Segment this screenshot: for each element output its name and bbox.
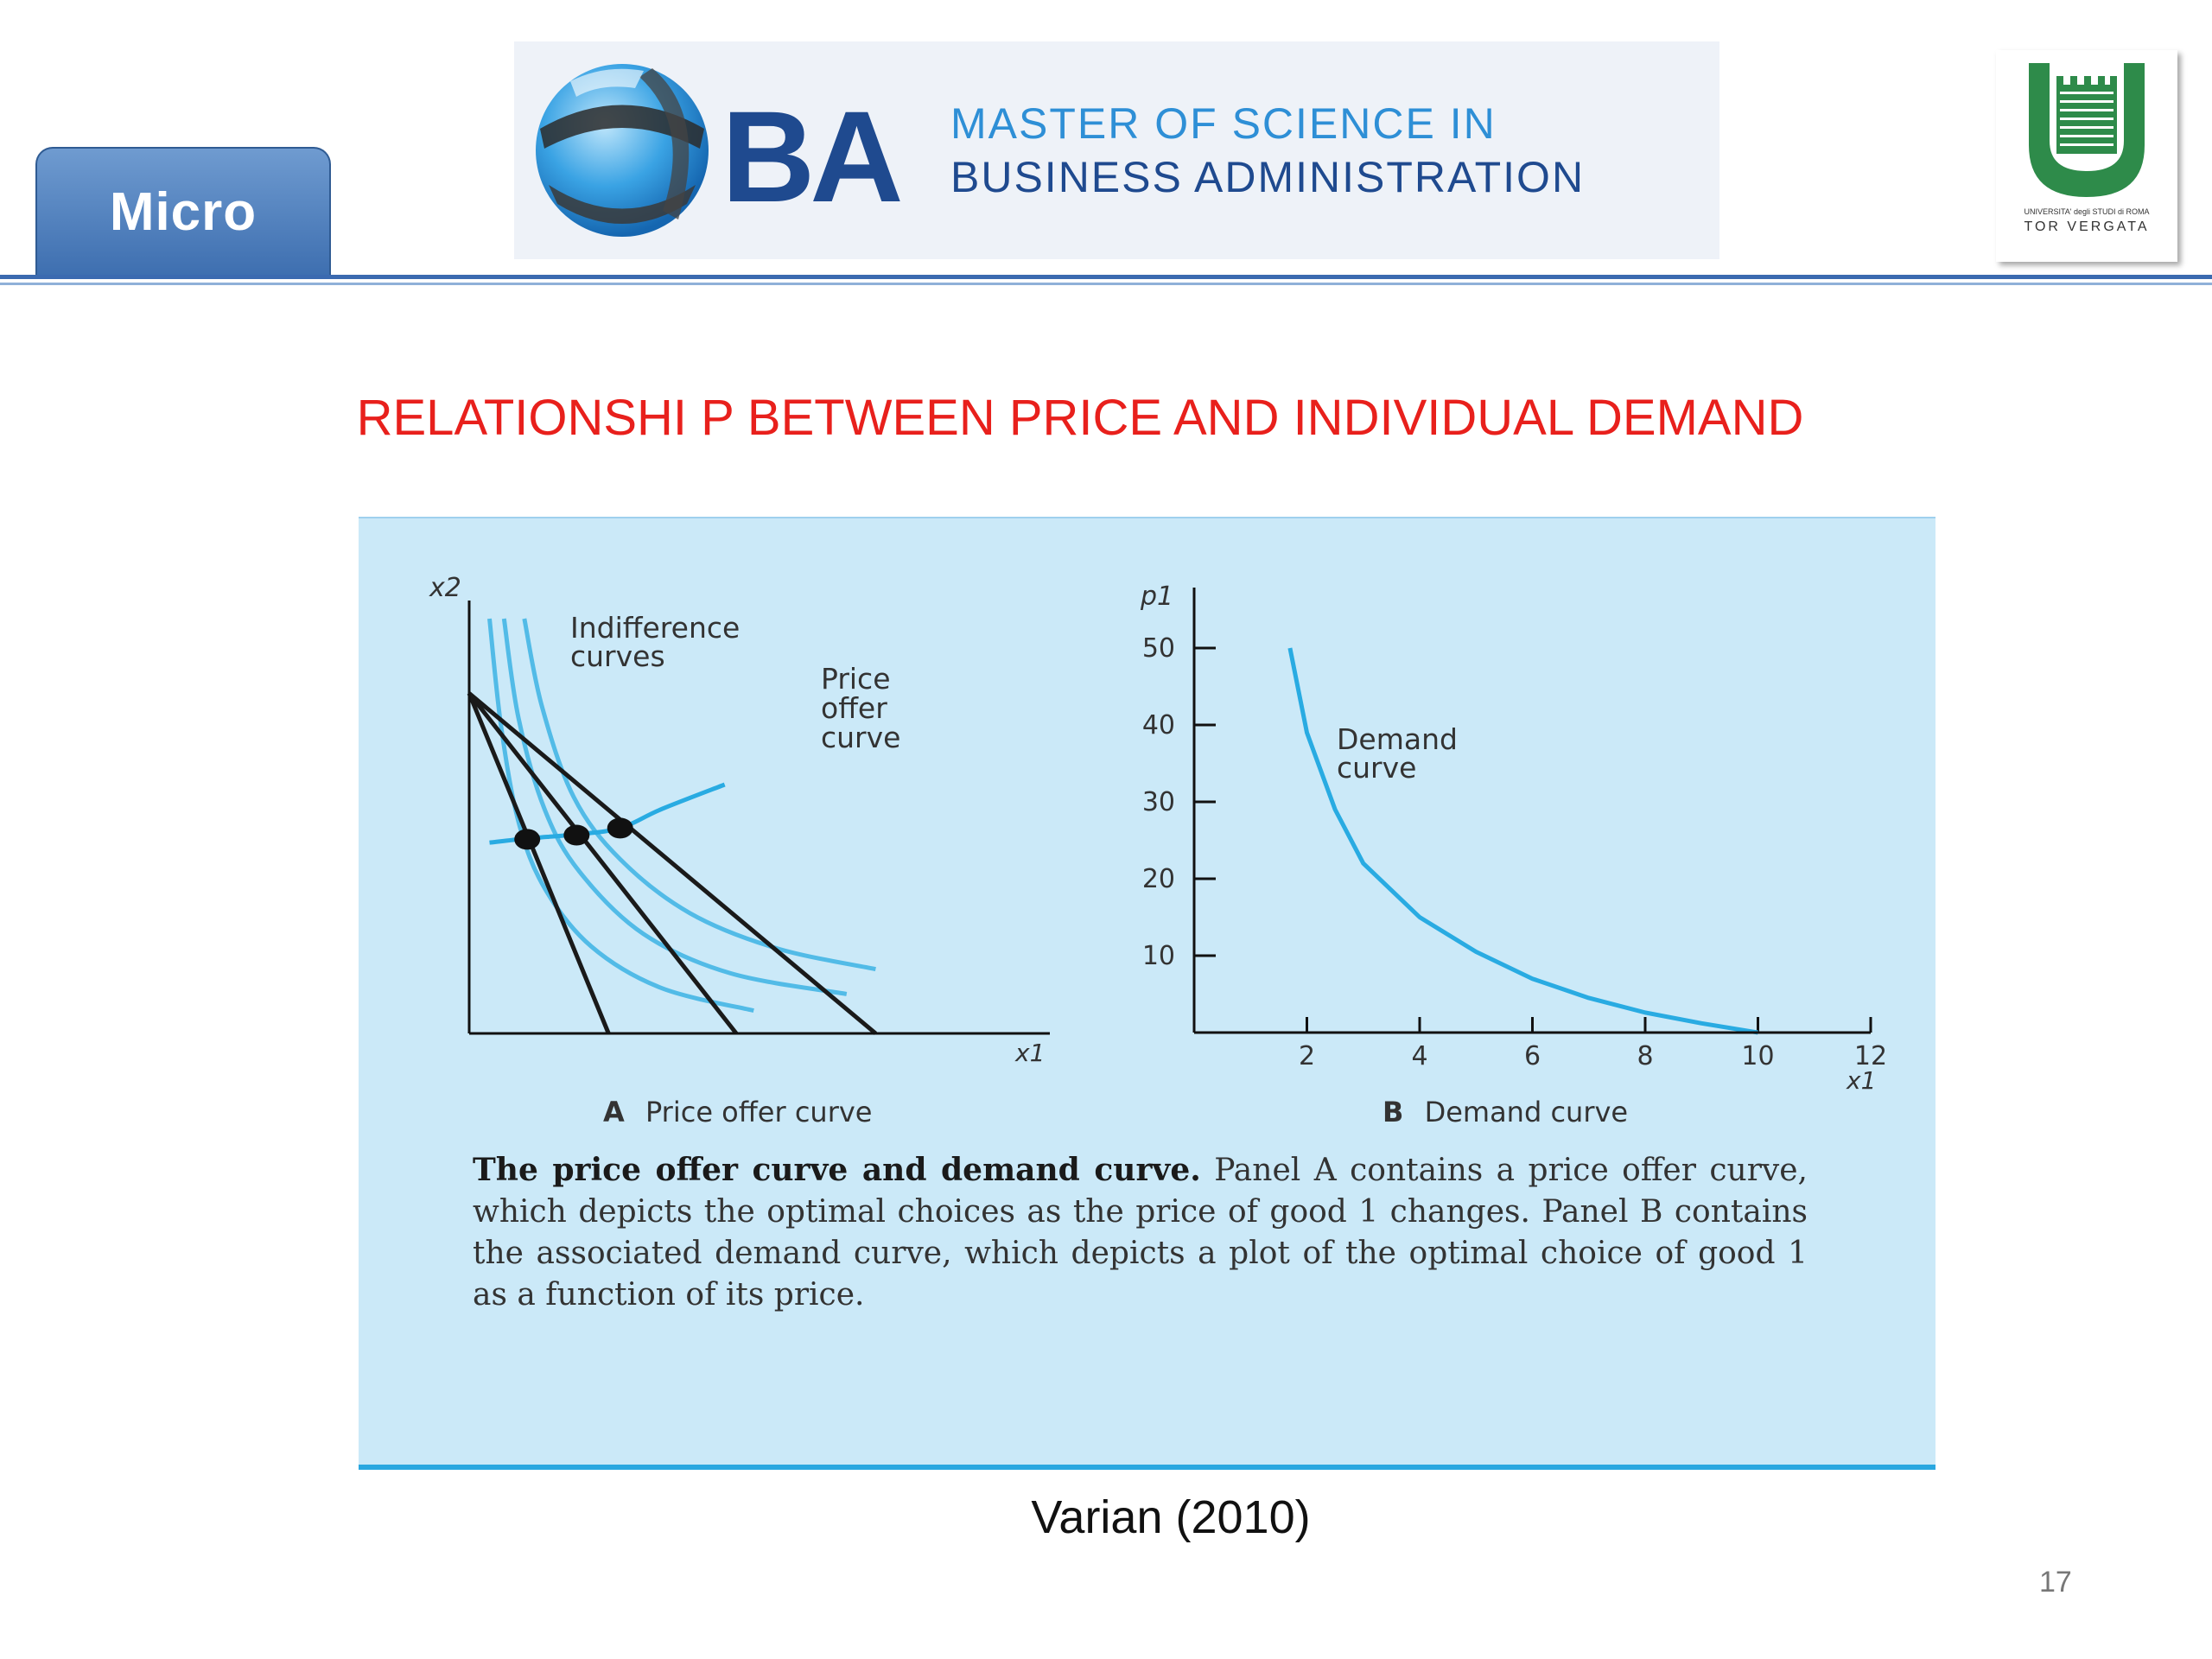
y-tick-label-50: 50: [1142, 633, 1175, 664]
indifference-curves-label: Indifference curves: [570, 611, 740, 673]
y-tick-label-20: 20: [1142, 864, 1175, 894]
figure-bottom-rule: [359, 1465, 1936, 1470]
panel-b-y-label: p1: [1140, 582, 1173, 612]
university-logo: UNIVERSITA' degli STUDI di ROMA TOR VERG…: [1996, 50, 2177, 262]
panel-b-caption: B Demand curve: [1382, 1096, 1628, 1128]
demand-curve-label: Demand curve: [1337, 722, 1458, 785]
budget-line-1: [467, 691, 739, 1035]
budget-line-2: [467, 691, 878, 1035]
y-tick-label-10: 10: [1142, 941, 1175, 971]
slide-title: RELATIONSHI P BETWEEN PRICE AND INDIVIDU…: [356, 390, 1804, 446]
caption-body: Panel A contains a price offer curve, wh…: [473, 1153, 1808, 1313]
panel-a-plot: [467, 618, 878, 1035]
x-tick-label-6: 6: [1524, 1041, 1541, 1071]
optimal-choice-point-1: [563, 824, 590, 846]
header-divider-light: [0, 283, 2212, 285]
figure-top-rule: [359, 517, 1936, 518]
panel-a-subtitle: Price offer curve: [645, 1096, 873, 1128]
header-divider: [0, 275, 2212, 279]
optimal-choice-point-2: [607, 817, 633, 839]
globe-logo-icon: [536, 64, 709, 237]
program-banner: BA MASTER OF SCIENCE IN BUSINESS ADMINIS…: [514, 41, 1719, 259]
banner-line2: BUSINESS ADMINISTRATION: [950, 153, 1586, 201]
figure-charts: x2 x1 Indifference curves Price offer curve…: [429, 573, 1887, 1128]
banner-line1: MASTER OF SCIENCE IN: [950, 99, 1497, 148]
budget-line-0: [467, 692, 611, 1034]
university-name-line2: TOR VERGATA: [2024, 219, 2150, 234]
optimal-choice-point-0: [514, 829, 541, 850]
demand-curve: [1287, 647, 1758, 1035]
page-number: 17: [2039, 1566, 2072, 1599]
x-tick-label-10: 10: [1741, 1041, 1774, 1071]
x-tick-label-4: 4: [1411, 1041, 1427, 1071]
x-tick-label-2: 2: [1299, 1041, 1315, 1071]
panel-a-caption: A Price offer curve: [603, 1096, 872, 1128]
university-shield-icon: [2029, 63, 2145, 197]
figure-background: [359, 518, 1936, 1469]
caption-lead: The price offer curve and demand curve.: [473, 1152, 1201, 1188]
y-tick-label-30: 30: [1142, 787, 1175, 817]
panel-a-letter: A: [603, 1096, 625, 1128]
y-tick-label-40: 40: [1142, 710, 1175, 741]
panel-b-plot: 2 4 6 8 10 12 10 20 30 40 50: [1142, 633, 1887, 1071]
panel-a: x2 x1 Indifference curves Price offer curve…: [429, 573, 1050, 1128]
university-name-line1: UNIVERSITA' degli STUDI di ROMA: [2024, 207, 2150, 216]
section-tab-micro[interactable]: Micro: [35, 147, 331, 275]
ba-logo-letters: BA: [721, 84, 904, 229]
panel-b: 2 4 6 8 10 12 10 20 30 40 50 p1 x1 Demand curve B D…: [1140, 582, 1887, 1128]
panel-b-subtitle: Demand curve: [1425, 1096, 1629, 1128]
price-offer-curve-label: Price offer curve: [821, 662, 900, 754]
x-tick-label-8: 8: [1637, 1041, 1653, 1071]
panel-b-x-label: x1: [1846, 1066, 1876, 1095]
panel-a-x-label: x1: [1014, 1039, 1045, 1067]
indifference-curve-3: [487, 618, 754, 1014]
indifference-curve-4: [501, 618, 848, 996]
panel-b-letter: B: [1382, 1096, 1403, 1128]
panel-a-y-label: x2: [429, 573, 461, 603]
figure-caption: The price offer curve and demand curve. …: [473, 1149, 1808, 1316]
x-tick-label-12: 12: [1854, 1041, 1887, 1071]
section-tab-label: Micro: [109, 181, 257, 242]
source-citation: Varian (2010): [1031, 1491, 1311, 1543]
